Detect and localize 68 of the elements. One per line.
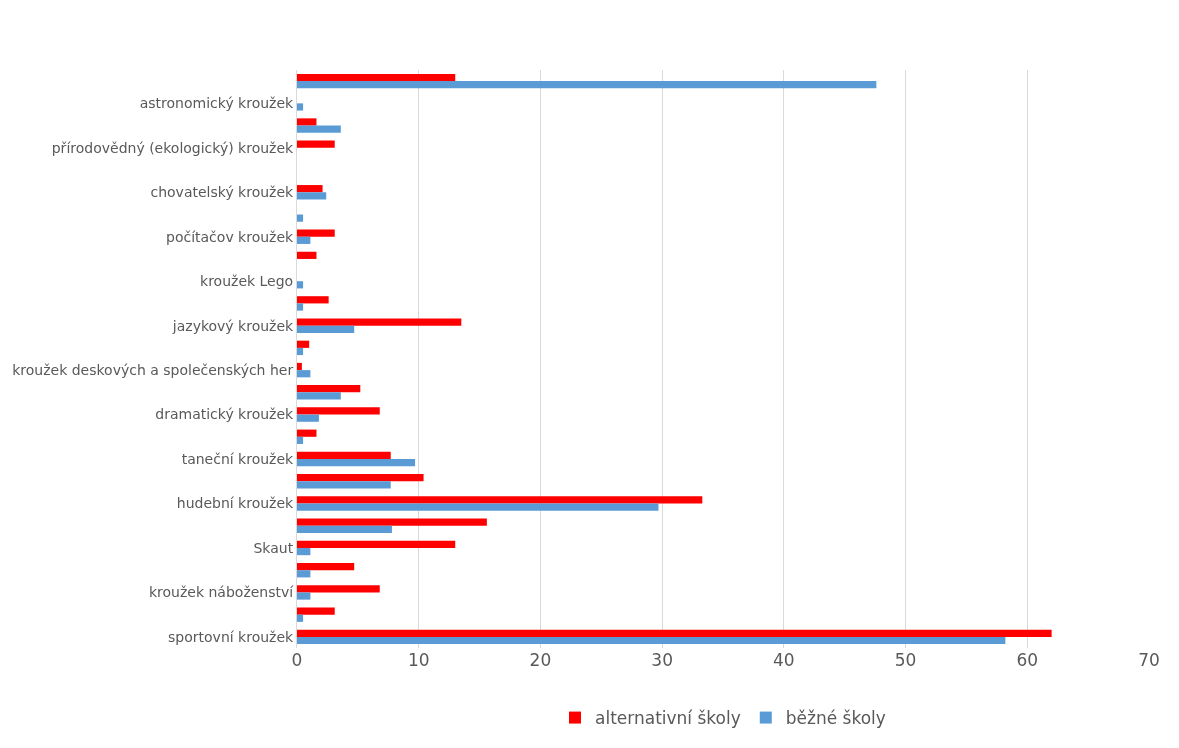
y-tick-label: dramatický kroužek	[155, 406, 295, 423]
bar	[297, 325, 355, 333]
bar	[297, 103, 304, 111]
bar	[297, 607, 335, 615]
bar	[297, 540, 456, 548]
x-tick-label: 40	[773, 650, 795, 670]
bar	[297, 414, 319, 422]
bar	[297, 296, 329, 304]
bar	[297, 562, 355, 571]
bar	[297, 481, 391, 489]
bar	[297, 214, 304, 222]
y-tick-label: sportovní kroužek	[168, 628, 295, 645]
y-tick-label: kroužek deskových a společenských her	[12, 362, 294, 379]
bar	[297, 614, 304, 622]
bar	[297, 370, 311, 378]
x-tick-label: 0	[291, 650, 303, 670]
bar	[297, 236, 311, 244]
bar	[297, 251, 317, 259]
bar	[297, 570, 311, 578]
x-tick-label: 60	[1016, 650, 1039, 670]
y-tick-label: hudební kroužek	[176, 495, 295, 512]
bar	[297, 281, 304, 289]
bar	[297, 407, 380, 415]
bar	[297, 496, 703, 504]
y-tick-label: chovatelský kroužek	[150, 184, 295, 201]
y-tick-label: Skaut	[253, 539, 294, 556]
x-tick-label: 70	[1138, 650, 1160, 670]
bar	[297, 503, 659, 511]
bar	[297, 392, 341, 400]
bar	[297, 592, 311, 600]
bar	[297, 81, 877, 89]
bar	[297, 629, 1052, 637]
x-tick-label: 10	[407, 650, 430, 670]
x-tick-label: 30	[651, 650, 673, 670]
bar	[297, 73, 456, 82]
x-tick-label: 20	[529, 650, 552, 670]
y-tick-label: taneční kroužek	[181, 450, 295, 467]
y-tick-label: přírodovědný (ekologický) kroužek	[51, 139, 295, 156]
bar	[297, 585, 380, 593]
legend-label: běžné školy	[785, 708, 886, 729]
bar	[297, 436, 304, 445]
bar	[297, 525, 392, 533]
bar	[297, 340, 310, 348]
bar	[297, 140, 335, 148]
bar	[297, 474, 424, 482]
bar	[297, 429, 317, 437]
bar	[297, 347, 304, 356]
bar	[297, 192, 327, 200]
bar	[297, 362, 302, 371]
bar	[297, 385, 361, 393]
legend-label: alternativní školy	[595, 708, 741, 729]
bar	[297, 518, 487, 526]
y-tick-label: kroužek náboženství	[148, 584, 295, 601]
y-tick-label: počítačov kroužek	[166, 228, 295, 245]
bar	[297, 318, 462, 326]
bar	[297, 118, 317, 126]
bar	[297, 547, 311, 556]
bar	[297, 229, 335, 237]
y-tick-label: jazykový kroužek	[171, 317, 295, 334]
x-tick-label: 50	[894, 650, 917, 670]
bar	[297, 303, 304, 311]
bar	[297, 451, 391, 460]
y-tick-label: kroužek Lego	[200, 273, 294, 290]
bar	[297, 459, 416, 467]
y-tick-label: astronomický kroužek	[139, 95, 295, 112]
bar	[297, 125, 341, 133]
bar	[297, 185, 323, 193]
bar	[297, 636, 1006, 645]
